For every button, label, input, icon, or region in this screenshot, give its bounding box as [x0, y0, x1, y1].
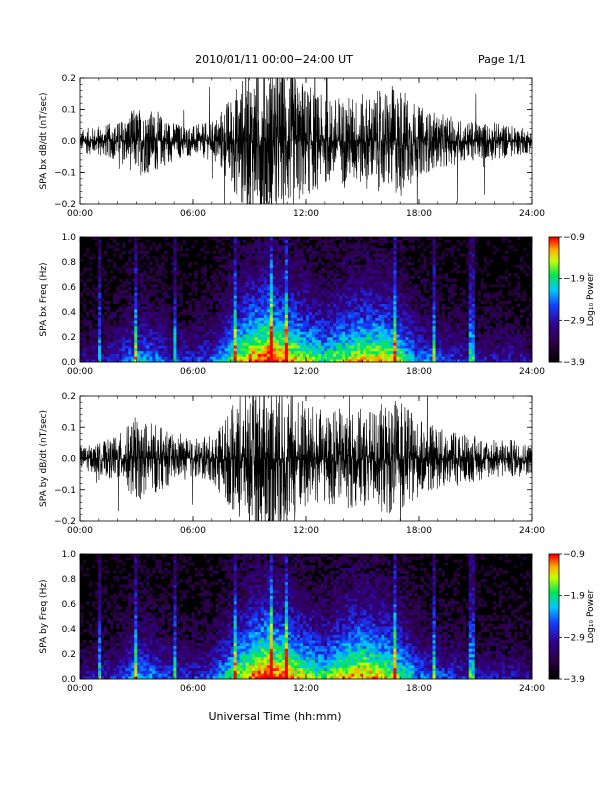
- colorbar: −0.9 −1.9 −2.9 −3.9 Log₁₀ Power: [548, 233, 596, 368]
- y-tick-label: 0.6: [62, 600, 77, 610]
- x-tick-label: 06:00: [180, 209, 206, 219]
- x-tick-label: 00:00: [67, 526, 93, 536]
- y-tick-label: 0.4: [62, 625, 77, 635]
- colorbar-label: Log₁₀ Power: [586, 590, 596, 644]
- x-tick-label: 12:00: [293, 526, 319, 536]
- panel-by-dbdt: 00:00 06:00 12:00 18:00 24:00 −0.2 −0.1 0.0 0.1 0…: [39, 392, 545, 536]
- y-tick-label: 0.8: [62, 575, 77, 585]
- colorbar-tick-label: −0.9: [563, 233, 585, 243]
- heatmap-cells: [80, 237, 533, 363]
- page-number: Page 1/1: [478, 53, 526, 66]
- x-tick-label: 12:00: [293, 367, 319, 377]
- x-tick-label: 12:00: [293, 684, 319, 694]
- colorbar-tick-label: −3.9: [563, 675, 585, 685]
- colorbar-tick-label: −0.9: [563, 550, 585, 560]
- x-tick-label: 12:00: [293, 209, 319, 219]
- x-axis-title: Universal Time (hh:mm): [208, 710, 342, 723]
- colorbar-label: Log₁₀ Power: [586, 273, 596, 327]
- x-tick-label: 24:00: [519, 367, 545, 377]
- y-tick-label: −0.1: [54, 486, 76, 496]
- y-tick-label: 0.0: [62, 455, 77, 465]
- colorbar-tick-label: −1.9: [563, 592, 585, 602]
- y-tick-label: 0.4: [62, 308, 77, 318]
- x-tick-label: 18:00: [406, 209, 432, 219]
- x-tick-label: 00:00: [67, 684, 93, 694]
- colorbar: −0.9 −1.9 −2.9 −3.9 Log₁₀ Power: [548, 550, 596, 685]
- colorbar-frame: [548, 236, 560, 363]
- colorbar-tick-label: −1.9: [563, 275, 585, 285]
- x-tick-label: 06:00: [180, 526, 206, 536]
- heatmap-cells: [80, 554, 533, 680]
- y-tick-label: 0.0: [62, 358, 77, 368]
- y-tick-label: 0.0: [62, 137, 77, 147]
- panel-by-spectrogram: −0.9 −1.9 −2.9 −3.9 Log₁₀ Power 00:00 06:00 12:…: [39, 550, 596, 694]
- y-tick-label: 0.2: [62, 74, 76, 84]
- x-tick-label: 18:00: [406, 526, 432, 536]
- y-tick-label: 0.6: [62, 283, 77, 293]
- panel-bx-spectrogram: −0.9 −1.9 −2.9 −3.9 Log₁₀ Power 00:00 06:00 12:…: [39, 233, 596, 377]
- y-tick-label: −0.1: [54, 169, 76, 179]
- x-tick-label: 06:00: [180, 367, 206, 377]
- y-axis-label: SPA bx Freq (Hz): [39, 262, 49, 336]
- y-axis-label: SPA by dB/dt (nT/sec): [39, 410, 49, 507]
- colorbar-frame: [548, 553, 560, 680]
- colorbar-tick-label: −3.9: [563, 358, 585, 368]
- x-tick-label: 06:00: [180, 684, 206, 694]
- colorbar-tick-label: −2.9: [563, 316, 585, 326]
- y-axis-label: SPA by Freq (Hz): [39, 579, 49, 653]
- y-tick-label: 0.8: [62, 258, 77, 268]
- y-tick-label: 1.0: [62, 233, 77, 243]
- panel-bx-dbdt: 00:00 06:00 12:00 18:00 24:00 −0.2 −0.1 0.0 0.1 0…: [39, 74, 545, 219]
- y-tick-label: 0.1: [62, 423, 76, 433]
- x-tick-label: 18:00: [406, 367, 432, 377]
- x-tick-label: 24:00: [519, 684, 545, 694]
- y-tick-label: −0.2: [54, 200, 76, 210]
- x-tick-label: 00:00: [67, 209, 93, 219]
- x-tick-label: 00:00: [67, 367, 93, 377]
- y-tick-label: 0.2: [62, 392, 76, 402]
- y-tick-label: 0.2: [62, 333, 76, 343]
- y-tick-label: 1.0: [62, 550, 77, 560]
- x-tick-label: 24:00: [519, 209, 545, 219]
- series-line: [80, 396, 532, 521]
- page-title: 2010/01/11 00:00−24:00 UT: [195, 53, 353, 66]
- y-tick-label: 0.0: [62, 675, 77, 685]
- y-tick-label: 0.2: [62, 650, 76, 660]
- y-tick-label: 0.1: [62, 106, 76, 116]
- series-line: [80, 78, 532, 204]
- x-tick-label: 24:00: [519, 526, 545, 536]
- x-tick-label: 18:00: [406, 684, 432, 694]
- y-axis-label: SPA bx dB/dt (nT/sec): [39, 93, 49, 190]
- colorbar-tick-label: −2.9: [563, 633, 585, 643]
- y-tick-label: −0.2: [54, 517, 76, 527]
